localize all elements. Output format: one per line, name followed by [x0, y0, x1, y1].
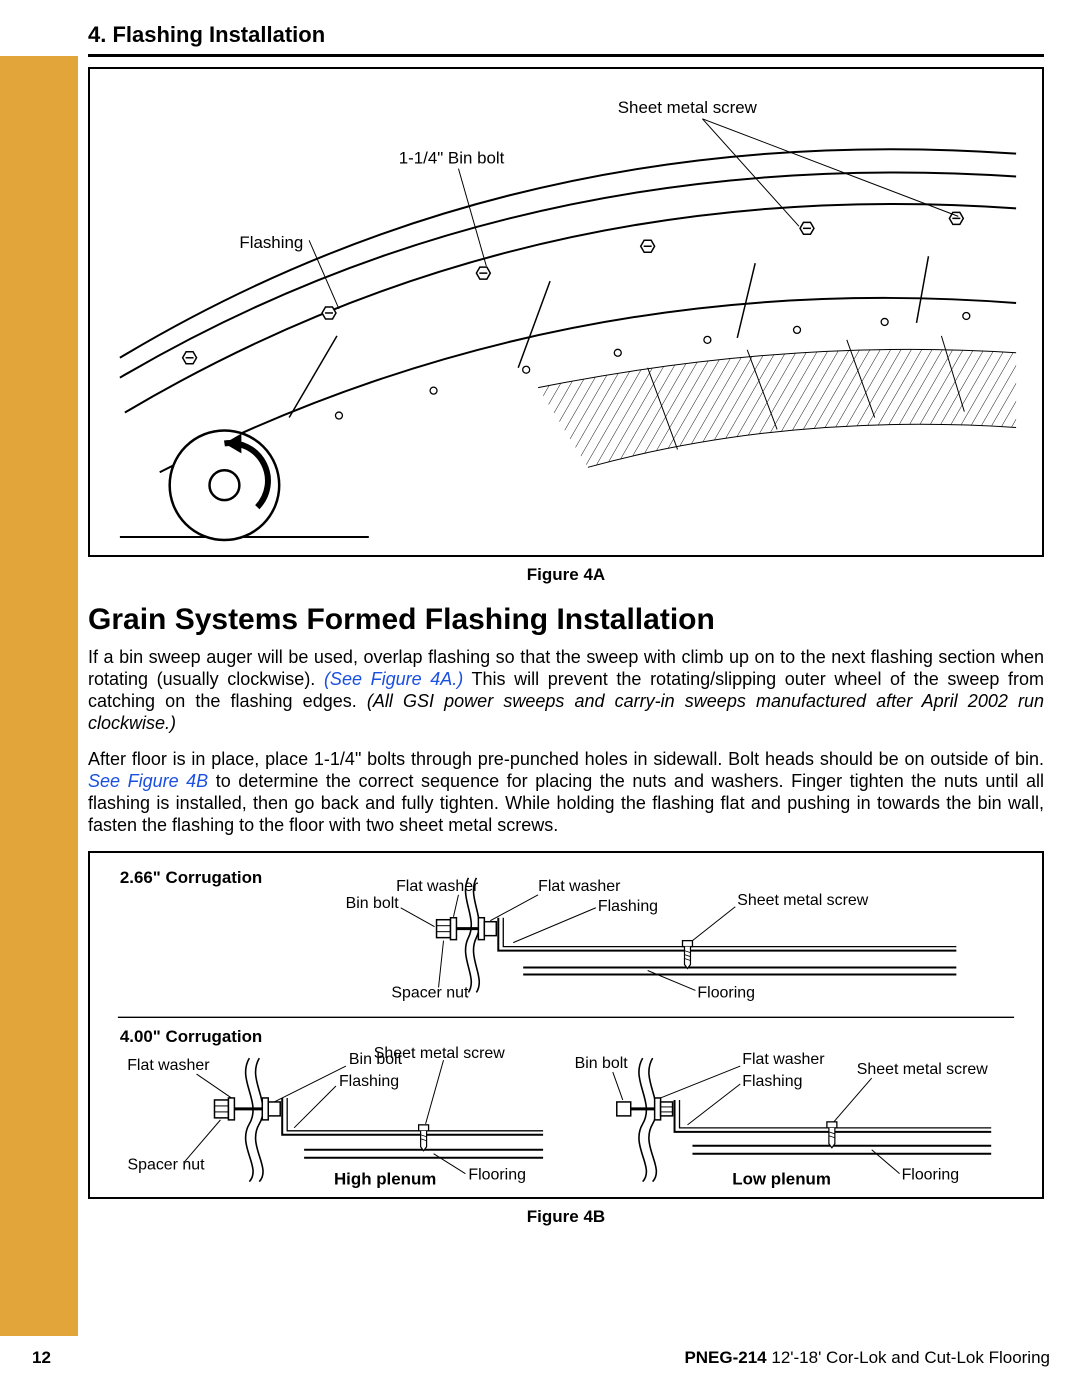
- svg-text:High plenum: High plenum: [334, 1169, 436, 1188]
- svg-text:Flashing: Flashing: [598, 897, 658, 914]
- page: 4. Flashing Installation: [0, 0, 1080, 1397]
- paragraph-2: After floor is in place, place 1-1/4" bo…: [88, 749, 1044, 837]
- section-title: 4. Flashing Installation: [88, 22, 1044, 57]
- para2-ref[interactable]: See Figure 4B: [88, 771, 208, 791]
- figure-4a-caption: Figure 4A: [88, 565, 1044, 585]
- svg-text:Flat washer: Flat washer: [396, 877, 479, 894]
- figure-4a-box: Sheet metal screw 1-1/4" Bin bolt Flashi…: [88, 67, 1044, 557]
- paragraph-1: If a bin sweep auger will be used, overl…: [88, 647, 1044, 735]
- para1-ref[interactable]: (See Figure 4A.): [324, 669, 463, 689]
- doc-id: PNEG-214: [684, 1348, 766, 1367]
- svg-text:Flat washer: Flat washer: [538, 877, 621, 894]
- figure-4b-box: 2.66" Corrugation: [88, 851, 1044, 1199]
- svg-text:Spacer nut: Spacer nut: [391, 984, 469, 1001]
- figure-4b-caption: Figure 4B: [88, 1207, 1044, 1227]
- section1-title: 2.66" Corrugation: [120, 867, 262, 886]
- figure-4b-svg: 2.66" Corrugation: [90, 853, 1042, 1200]
- para2-a: After floor is in place, place 1-1/4" bo…: [88, 749, 1044, 769]
- para2-b: to determine the correct sequence for pl…: [88, 771, 1044, 835]
- svg-text:Bin bolt: Bin bolt: [346, 894, 400, 911]
- svg-text:Bin bolt: Bin bolt: [575, 1055, 629, 1072]
- svg-text:Sheet metal screw: Sheet metal screw: [374, 1045, 505, 1062]
- heading: Grain Systems Formed Flashing Installati…: [88, 603, 1044, 637]
- section2-title: 4.00" Corrugation: [120, 1027, 262, 1046]
- doc-title: 12'-18' Cor-Lok and Cut-Lok Flooring: [767, 1348, 1050, 1367]
- svg-text:Low plenum: Low plenum: [732, 1169, 831, 1188]
- figure-4a-svg: Sheet metal screw 1-1/4" Bin bolt Flashi…: [90, 69, 1042, 557]
- svg-text:Spacer nut: Spacer nut: [128, 1156, 206, 1173]
- sidebar-stripe: [0, 56, 78, 1336]
- svg-text:Flooring: Flooring: [697, 984, 755, 1001]
- svg-text:Flat washer: Flat washer: [742, 1051, 825, 1068]
- page-number: 12: [32, 1348, 51, 1368]
- footer-doc: PNEG-214 12'-18' Cor-Lok and Cut-Lok Flo…: [684, 1348, 1050, 1368]
- svg-text:Flooring: Flooring: [902, 1166, 960, 1183]
- label-bin-bolt: 1-1/4" Bin bolt: [399, 149, 505, 168]
- svg-text:Flooring: Flooring: [468, 1166, 526, 1183]
- svg-text:Sheet metal screw: Sheet metal screw: [737, 891, 868, 908]
- footer: 12 PNEG-214 12'-18' Cor-Lok and Cut-Lok …: [0, 1345, 1080, 1371]
- label-flashing: Flashing: [239, 233, 303, 252]
- content-area: 4. Flashing Installation: [88, 22, 1050, 1227]
- svg-text:Flat washer: Flat washer: [127, 1057, 210, 1074]
- svg-text:Flashing: Flashing: [339, 1073, 399, 1090]
- label-sheet-metal-screw: Sheet metal screw: [618, 98, 758, 117]
- svg-text:Flashing: Flashing: [742, 1073, 802, 1090]
- svg-text:Sheet metal screw: Sheet metal screw: [857, 1061, 988, 1078]
